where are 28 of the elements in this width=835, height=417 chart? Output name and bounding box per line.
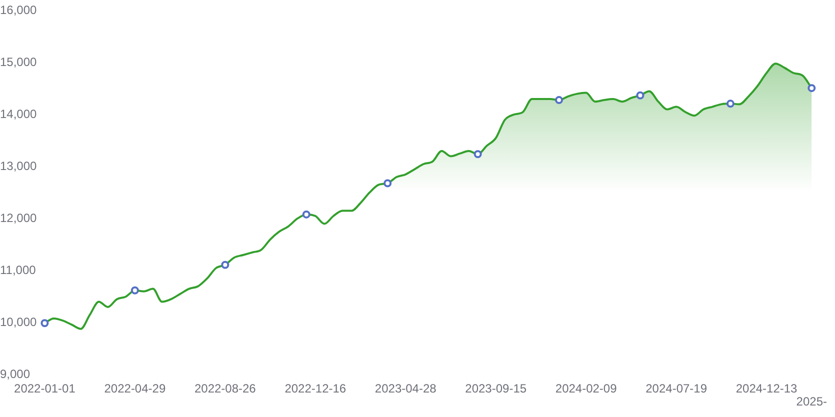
point [221,260,230,269]
x-tick-label: 2025- [796,394,828,409]
x-tick-label: 2024-12-13 [736,382,798,396]
x-tick-label: 2022-01-01 [14,382,76,396]
y-tick-label: 15,000 [0,54,38,69]
y-tick-label: 13,000 [0,158,38,173]
x-tick-label: 2024-02-09 [555,382,618,396]
point [302,210,310,218]
point [474,150,482,158]
y-tick-label: 9,000 [0,366,30,381]
point [40,319,49,328]
x-tick-label: 2022-04-29 [104,382,166,396]
y-tick-label: 11,000 [0,262,36,277]
point [636,91,644,100]
y-tick-label: 16,000 [0,2,38,17]
point [130,286,139,294]
x-tick-label: 2023-04-28 [374,382,437,396]
point [555,96,564,104]
x-tick-label: 2023-09-15 [465,382,527,396]
point [384,179,392,188]
point [808,84,816,92]
x-tick-label: 2022-12-16 [284,382,346,396]
y-tick-label: 10,000 [0,314,38,329]
x-tick-label: 2022-08-26 [194,382,256,396]
y-tick-label: 12,000 [0,210,38,225]
x-tick-label: 2024-07-19 [646,382,708,396]
y-tick-label: 14,000 [0,106,38,121]
point [726,100,734,108]
